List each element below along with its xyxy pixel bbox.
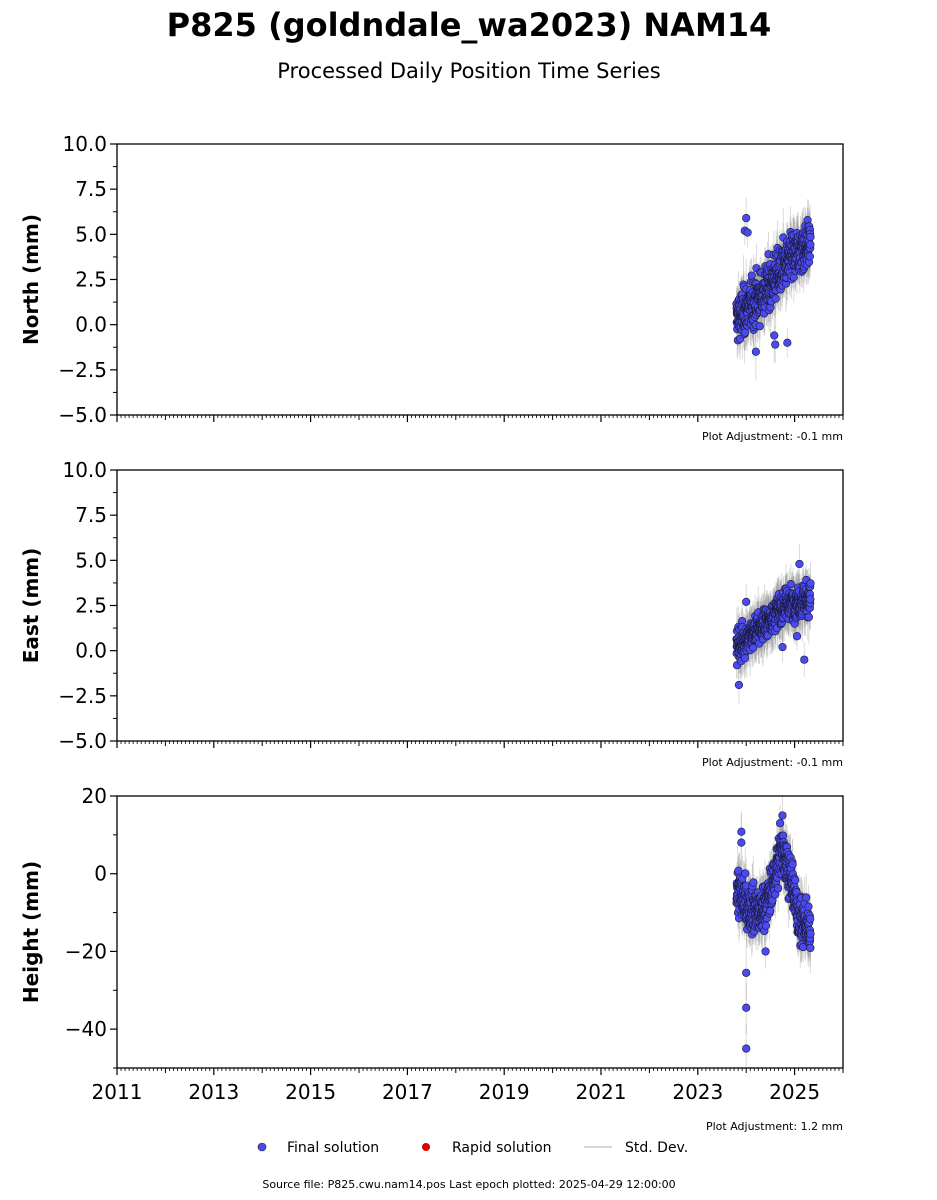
plot-frame <box>116 143 844 416</box>
panel-2: East (mm) 10.0 7.5 5.0 2.5 0.0 −2.5 −5.0 Plot Ad… <box>19 458 844 769</box>
final-solution-point <box>742 213 751 223</box>
final-solution-point <box>741 328 750 337</box>
final-solution-point <box>743 228 752 237</box>
y-tick-label: 10.0 <box>62 458 107 482</box>
final-solution-point <box>804 612 814 622</box>
x-tick-label: 2011 <box>92 1080 143 1104</box>
final-solution-point <box>755 322 764 331</box>
y-tick-label: −20 <box>65 939 107 963</box>
final-solution-point <box>788 860 797 869</box>
y-tick-label: 10.0 <box>62 132 107 156</box>
legend: Final solution Rapid solution Std. Dev. <box>257 1140 688 1156</box>
final-solution-point <box>749 878 758 887</box>
y-tick-label: −2.5 <box>58 684 107 708</box>
final-solution-point <box>806 929 815 938</box>
y-axis-label: Height (mm) <box>19 861 43 1003</box>
final-solution-point <box>804 902 813 911</box>
final-solution-point <box>737 838 746 847</box>
plot-frame <box>116 795 844 1069</box>
final-solution-point <box>761 921 771 930</box>
figure-subtitle: Processed Daily Position Time Series <box>277 59 661 83</box>
final-solution-point <box>742 1003 751 1012</box>
y-tick-label: −5.0 <box>58 729 107 753</box>
plot-adjustment-note: Plot Adjustment: 1.2 mm <box>706 1120 843 1133</box>
final-solution-point <box>770 331 779 340</box>
final-solution-point <box>741 869 750 878</box>
final-solution-point <box>806 595 815 604</box>
x-tick-label: 2015 <box>285 1080 336 1104</box>
x-tick-label: 2023 <box>672 1080 723 1104</box>
legend-rapid-marker <box>422 1143 430 1151</box>
y-axis-label: North (mm) <box>19 214 43 345</box>
final-solution-point <box>774 884 783 893</box>
legend-final-label: Final solution <box>287 1140 379 1156</box>
y-tick-label: −2.5 <box>58 358 107 382</box>
y-tick-label: 0 <box>94 862 107 886</box>
plot-frame <box>116 469 844 742</box>
final-solution-point <box>806 240 815 249</box>
y-tick-label: 2.5 <box>75 268 107 292</box>
plot-adjustment-note: Plot Adjustment: -0.1 mm <box>702 430 843 443</box>
final-solution-point <box>795 559 804 569</box>
final-solution-point <box>778 811 787 820</box>
final-solution-point <box>766 906 775 916</box>
final-solution-point <box>747 271 756 280</box>
y-tick-label: 2.5 <box>75 594 107 618</box>
y-tick-label: −40 <box>65 1017 107 1041</box>
final-solution-point <box>742 597 751 606</box>
final-solution-point <box>802 893 811 902</box>
chart-panels: North (mm) 10.0 7.5 5.0 2.5 0.0 −2.5 −5.0 Plot A… <box>19 132 844 1133</box>
x-tick-label: 2013 <box>188 1080 239 1104</box>
y-tick-label: 5.0 <box>75 548 107 572</box>
final-solution-point <box>786 580 795 589</box>
final-solution-point <box>734 866 743 875</box>
final-solution-point <box>740 654 750 663</box>
legend-std-label: Std. Dev. <box>625 1140 688 1156</box>
x-tick-label: 2025 <box>769 1080 820 1104</box>
source-footer: Source file: P825.cwu.nam14.pos Last epo… <box>262 1178 675 1191</box>
x-tick-label: 2021 <box>576 1080 627 1104</box>
final-solution-point <box>806 914 815 923</box>
y-tick-label: −5.0 <box>58 403 107 427</box>
final-solution-point <box>783 338 792 347</box>
final-solution-point <box>742 1044 751 1053</box>
final-solution-point <box>761 947 770 956</box>
final-solution-point <box>778 642 787 652</box>
y-tick-label: 20 <box>82 784 107 808</box>
final-solution-point <box>737 827 746 836</box>
panel-1: North (mm) 10.0 7.5 5.0 2.5 0.0 −2.5 −5.0 Plot A… <box>19 132 844 443</box>
y-tick-label: 0.0 <box>75 313 107 337</box>
plot-adjustment-note: Plot Adjustment: -0.1 mm <box>702 756 843 769</box>
final-solution-point <box>792 632 802 641</box>
x-tick-label: 2019 <box>479 1080 530 1104</box>
y-tick-label: 7.5 <box>75 177 107 201</box>
y-tick-label: 0.0 <box>75 639 107 663</box>
y-axis-label: East (mm) <box>19 548 43 664</box>
final-solution-point <box>806 943 815 953</box>
final-solution-point <box>742 968 751 977</box>
legend-final-marker <box>257 1142 267 1152</box>
final-solution-point <box>805 252 814 261</box>
y-tick-label: 7.5 <box>75 503 107 527</box>
legend-rapid-label: Rapid solution <box>452 1140 552 1156</box>
y-tick-label: 5.0 <box>75 222 107 246</box>
final-solution-point <box>771 294 780 303</box>
final-solution-point <box>806 579 815 588</box>
final-solution-point <box>791 876 800 885</box>
figure-title: P825 (goldndale_wa2023) NAM14 <box>167 6 772 44</box>
final-solution-point <box>806 232 815 242</box>
final-solution-point <box>735 334 745 344</box>
final-solution-point <box>751 347 760 356</box>
final-solution-point <box>775 819 785 828</box>
final-solution-point <box>800 655 809 664</box>
x-tick-label: 2017 <box>382 1080 433 1104</box>
panel-3: Height (mm) 20 0 −20 −40 2011 2013 2015 2017 2019… <box>19 784 844 1133</box>
final-solution-point <box>734 680 744 690</box>
final-solution-point <box>771 340 780 349</box>
